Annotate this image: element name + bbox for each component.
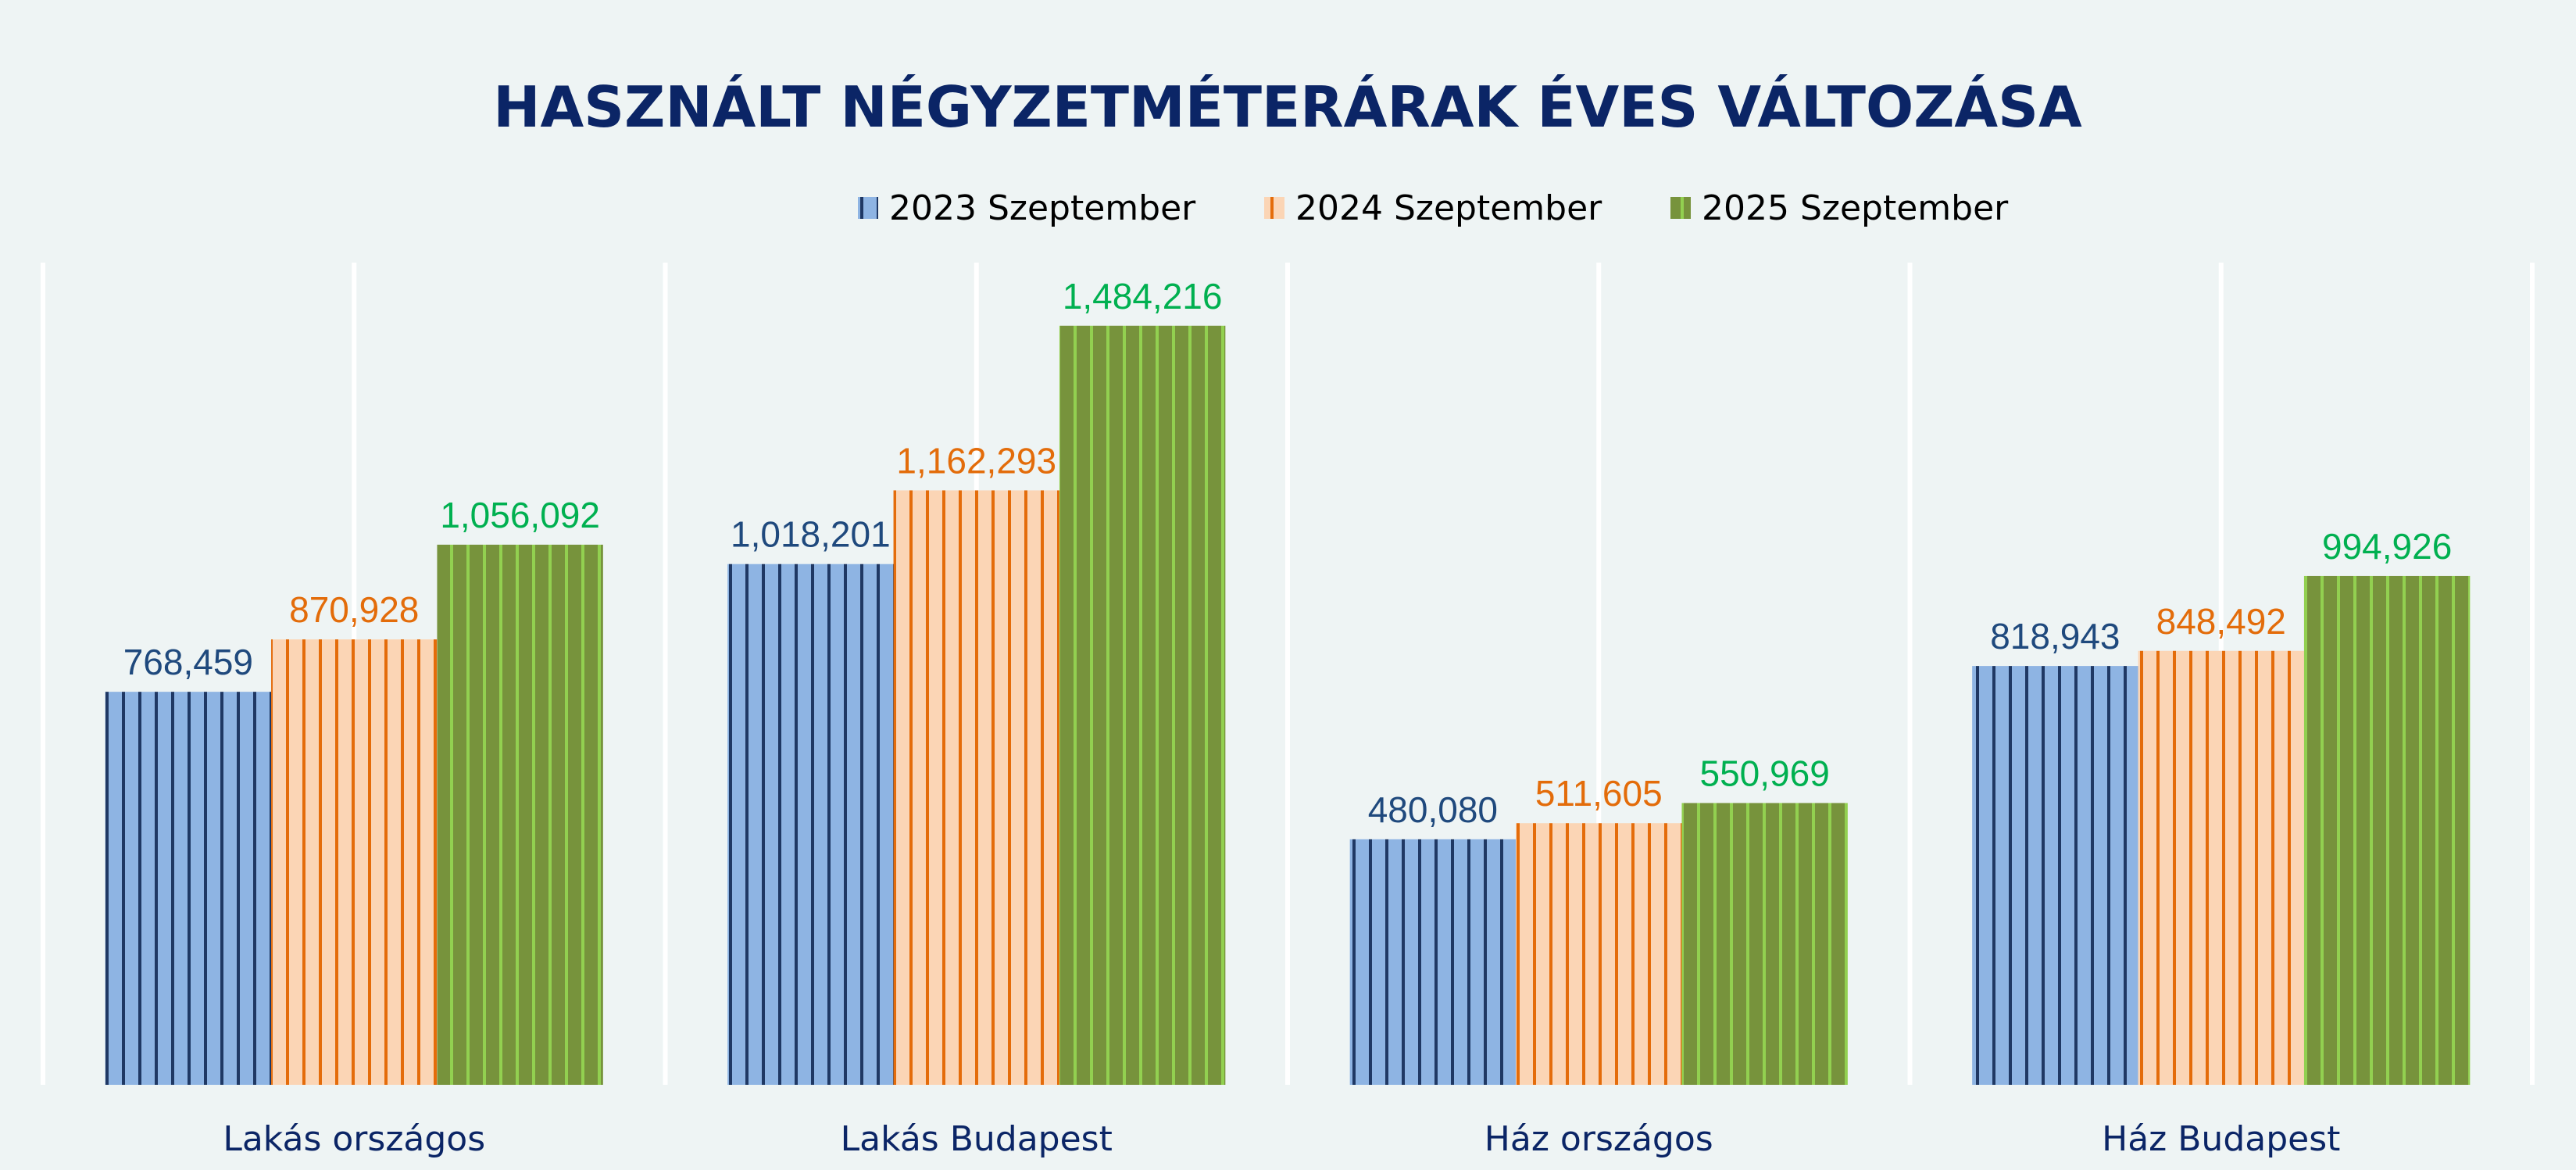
data-label: 848,492 <box>2156 601 2286 642</box>
data-labels: 768,459 870,928 1,056,092 1,018,2011,162,29… <box>123 276 2453 830</box>
legend-entry: 2025 Szeptember <box>1702 188 2009 228</box>
data-label: 550,969 <box>1700 753 1830 793</box>
data-label: 1,484,216 <box>1063 276 1223 317</box>
chart-title: HASZNÁLT NÉGYZETMÉTERÁRAK ÉVES VÁLTOZÁSA <box>493 74 2082 140</box>
bar <box>1349 839 1517 1085</box>
bar <box>727 564 894 1085</box>
data-label: 818,943 <box>1990 616 2120 657</box>
category-label: Lakás Budapest <box>841 1119 1113 1159</box>
bar <box>2138 650 2304 1085</box>
legend: 2023 Szeptember 2024 Szeptember 2025 Szept… <box>858 188 2009 228</box>
data-label: 768,459 <box>123 642 253 682</box>
category-labels: Lakás országos Lakás Budapest Ház országos… <box>223 1119 2340 1159</box>
bar <box>1059 325 1226 1086</box>
bar <box>105 692 272 1085</box>
data-label: 870,928 <box>289 589 419 630</box>
data-label: 1,162,293 <box>896 440 1056 481</box>
data-label: 1,056,092 <box>440 495 600 535</box>
bars <box>105 325 2471 1086</box>
gridlines <box>41 263 2535 1085</box>
category-label: Ház országos <box>1485 1119 1713 1159</box>
category-label: Lakás országos <box>223 1119 485 1159</box>
bar <box>2303 575 2471 1085</box>
bar <box>271 639 438 1085</box>
data-label: 480,080 <box>1368 789 1498 830</box>
legend-swatch <box>1264 197 1284 219</box>
bar <box>1681 803 1848 1085</box>
data-label: 994,926 <box>2322 526 2452 567</box>
bar <box>437 544 603 1085</box>
bar <box>1516 823 1682 1085</box>
category-label: Ház Budapest <box>2102 1119 2340 1159</box>
bar <box>893 490 1059 1085</box>
data-label: 511,605 <box>1535 773 1663 814</box>
legend-entry: 2023 Szeptember <box>889 188 1196 228</box>
legend-entry: 2024 Szeptember <box>1295 188 1602 228</box>
legend-swatch <box>858 197 878 219</box>
bar <box>1972 666 2138 1085</box>
legend-swatch <box>1670 197 1691 219</box>
data-label: 1,018,201 <box>731 514 891 555</box>
